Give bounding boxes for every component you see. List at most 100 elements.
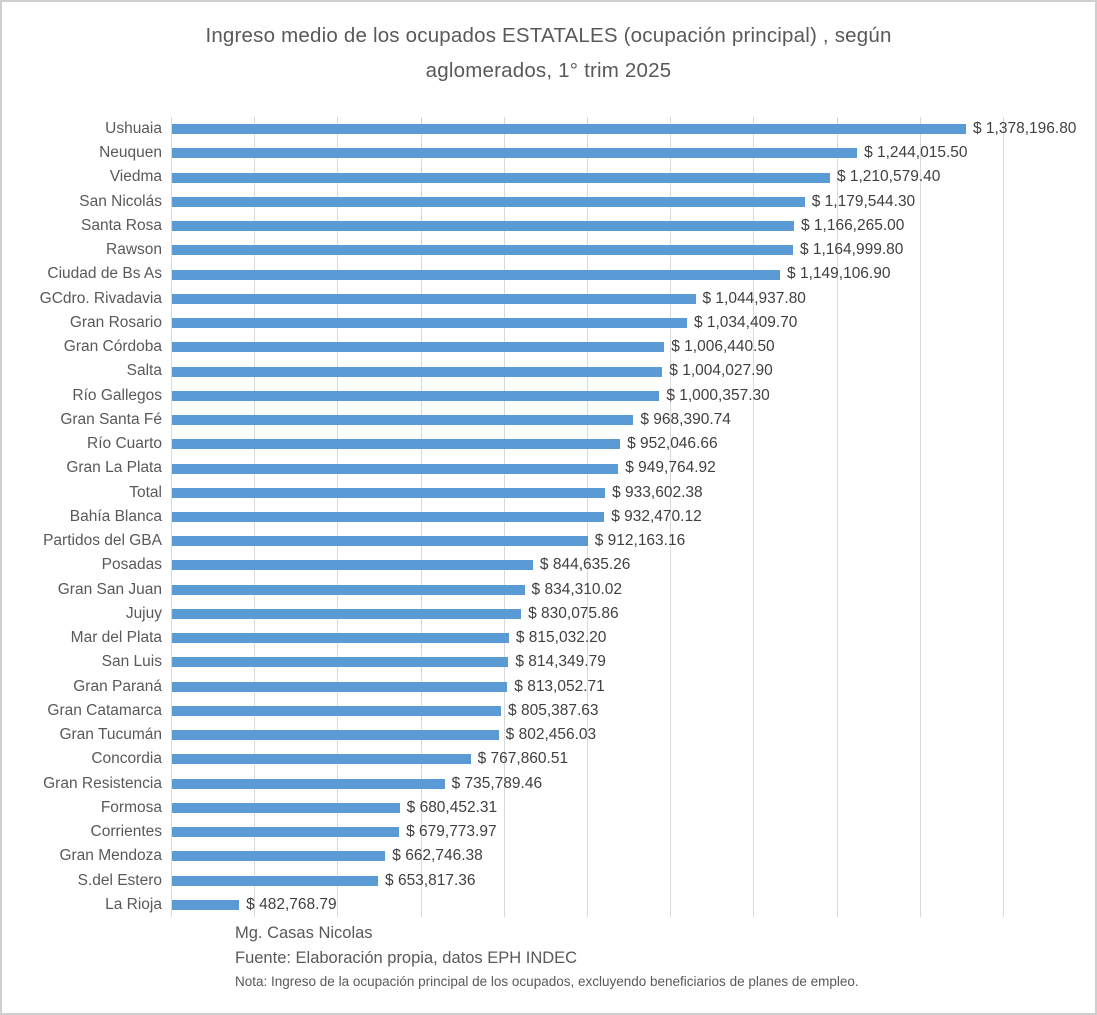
value-label: $ 1,006,440.50	[671, 338, 775, 356]
bar	[172, 584, 525, 595]
bar	[172, 657, 509, 668]
bar	[172, 245, 793, 256]
chart-title-line-1: Ingreso medio de los ocupados ESTATALES …	[205, 24, 892, 47]
bar	[172, 827, 400, 838]
bar	[172, 512, 605, 522]
source-note: Fuente: Elaboración propia, datos EPH IN…	[235, 949, 578, 967]
value-label: $ 932,470.12	[611, 507, 702, 525]
category-label: Formosa	[100, 798, 162, 816]
category-label: Concordia	[91, 750, 162, 768]
category-label: Posadas	[101, 556, 162, 574]
category-label: Ciudad de Bs As	[47, 265, 162, 283]
category-label: Gran Mendoza	[59, 847, 162, 865]
plot-area: $ 1,378,196.80 $ 1,244,015.50 $ 1,210,579.…	[171, 117, 1076, 917]
category-label: Río Cuarto	[87, 435, 162, 453]
bar	[172, 172, 830, 183]
category-label: Gran La Plata	[66, 459, 162, 477]
category-label: Gran Paraná	[73, 677, 162, 695]
category-label: Rawson	[106, 241, 162, 259]
category-label: Gran Resistencia	[43, 774, 162, 792]
category-label: Partidos del GBA	[43, 532, 162, 550]
gridline	[920, 117, 921, 917]
value-label: $ 1,210,579.40	[836, 168, 941, 186]
value-label: $ 1,000,357.30	[666, 386, 770, 404]
bar	[172, 875, 379, 886]
value-label: $ 830,075.86	[528, 604, 619, 622]
category-label: Gran Tucumán	[59, 726, 162, 744]
value-label: $ 1,149,106.90	[787, 265, 891, 283]
bar	[172, 318, 687, 329]
bar	[172, 342, 665, 353]
value-label: $ 952,046.66	[627, 435, 718, 453]
bar	[172, 802, 400, 813]
bar	[172, 705, 502, 716]
bar	[172, 293, 696, 304]
category-label: San Luis	[101, 653, 162, 671]
value-label: $ 834,310.02	[531, 580, 623, 598]
bar	[172, 269, 781, 280]
bar	[172, 899, 240, 910]
category-label: Viedma	[109, 168, 162, 186]
value-label: $ 802,456.03	[505, 726, 597, 744]
gridline	[837, 117, 838, 917]
category-label: Mar del Plata	[70, 629, 162, 647]
bar	[172, 681, 508, 692]
bar	[172, 560, 533, 571]
value-label: $ 767,860.51	[477, 750, 569, 768]
value-label: $ 815,032.20	[515, 629, 607, 647]
category-label: La Rioja	[105, 895, 162, 913]
value-label: $ 653,817.36	[385, 871, 476, 889]
value-label: $ 482,768.79	[246, 895, 337, 913]
value-label: $ 735,789.46	[451, 774, 543, 792]
category-label: Río Gallegos	[72, 386, 162, 404]
category-label: Gran Córdoba	[63, 338, 162, 356]
gridline	[171, 117, 172, 917]
value-label: $ 1,166,265.00	[800, 216, 905, 234]
bar	[172, 778, 445, 789]
category-label: GCdro. Rivadavia	[39, 289, 162, 307]
value-label: $ 844,635.26	[539, 556, 631, 574]
bar	[172, 487, 606, 498]
category-label: Salta	[126, 362, 162, 380]
category-label: Santa Rosa	[81, 216, 162, 234]
value-label: $ 912,163.16	[594, 532, 686, 550]
value-label: $ 1,244,015.50	[864, 144, 968, 162]
category-label: Gran Rosario	[69, 313, 162, 331]
gridline	[1003, 117, 1004, 917]
category-label: Corrientes	[90, 823, 163, 841]
value-label: $ 680,452.31	[406, 798, 498, 816]
chart-title: Ingreso medio de los ocupados ESTATALES …	[2, 18, 1095, 88]
methodology-note: Nota: Ingreso de la ocupación principal …	[235, 974, 859, 989]
category-label: Total	[129, 483, 162, 501]
bar	[172, 608, 522, 619]
value-label: $ 814,349.79	[515, 653, 606, 671]
category-label: Gran Santa Fé	[60, 410, 162, 428]
value-label: $ 1,034,409.70	[693, 313, 798, 331]
bar	[172, 463, 619, 474]
bar	[172, 633, 509, 644]
bar	[172, 754, 471, 765]
bar	[172, 221, 794, 232]
value-label: $ 1,378,196.80	[973, 120, 1077, 137]
chart-title-line-2: aglomerados, 1° trim 2025	[425, 59, 672, 82]
category-label: Jujuy	[125, 604, 162, 622]
value-label: $ 1,044,937.80	[702, 289, 806, 307]
category-label: Gran Catamarca	[47, 701, 162, 719]
value-label: $ 1,164,999.80	[799, 241, 904, 259]
bar	[172, 366, 663, 377]
value-label: $ 813,052.71	[514, 677, 605, 695]
value-label: $ 679,773.97	[406, 823, 497, 841]
bar	[172, 536, 588, 547]
value-label: $ 933,602.38	[612, 483, 703, 501]
category-label: San Nicolás	[79, 192, 162, 210]
value-label: $ 968,390.74	[640, 410, 731, 428]
category-label: Bahía Blanca	[69, 507, 162, 525]
bar	[172, 439, 621, 450]
chart-footer: Mg. Casas Nicolas Fuente: Elaboración pr…	[235, 921, 859, 993]
category-label: Neuquen	[99, 144, 162, 162]
gridline	[753, 117, 754, 917]
category-label: Ushuaia	[105, 120, 162, 137]
category-label: S.del Estero	[77, 871, 162, 889]
bar	[172, 730, 499, 741]
